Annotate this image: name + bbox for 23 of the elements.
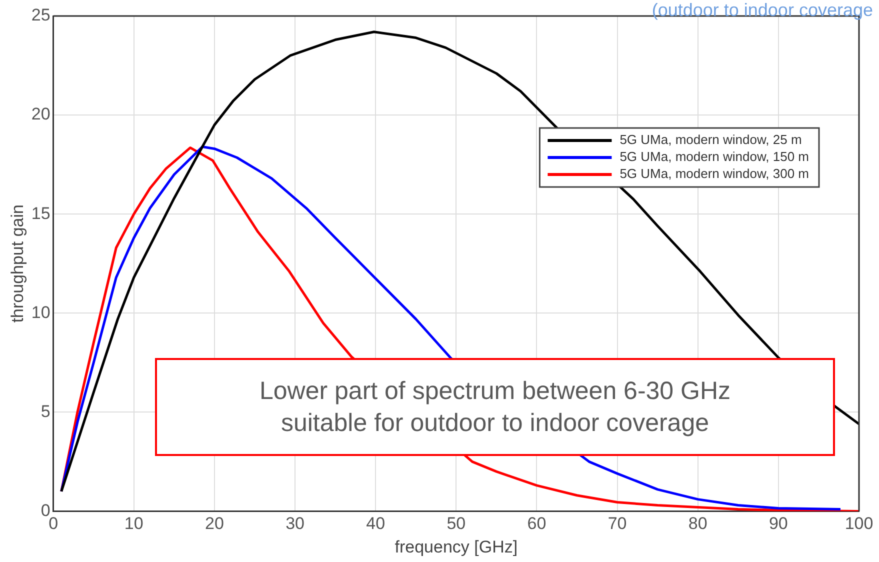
y-tick-label: 10 bbox=[31, 302, 50, 322]
legend-label: 5G UMa, modern window, 150 m bbox=[620, 149, 810, 164]
x-tick-label: 60 bbox=[527, 514, 546, 534]
y-tick-label: 5 bbox=[40, 402, 50, 421]
x-tick-label: 30 bbox=[286, 514, 304, 534]
annotation: (outdoor to indoor coverage bbox=[652, 0, 873, 21]
x-tick-label: 20 bbox=[204, 514, 224, 534]
x-tick-label: 80 bbox=[688, 514, 708, 534]
x-tick-label: 50 bbox=[446, 514, 466, 534]
x-tick-label: 100 bbox=[844, 514, 874, 534]
x-tick-label: 90 bbox=[768, 514, 788, 534]
x-tick-label: 40 bbox=[366, 514, 386, 534]
x-tick-label: 70 bbox=[608, 514, 627, 534]
x-tick-label: 10 bbox=[124, 514, 144, 534]
y-axis-title: throughput gain bbox=[8, 204, 27, 323]
y-tick-label: 25 bbox=[31, 6, 50, 25]
y-tick-label: 20 bbox=[31, 104, 50, 124]
y-tick-label: 15 bbox=[31, 204, 50, 223]
legend-label: 5G UMa, modern window, 300 m bbox=[620, 166, 810, 182]
y-tick-label: 0 bbox=[40, 500, 50, 520]
x-axis-title: frequency [GHz] bbox=[394, 537, 518, 556]
callout-box: Lower part of spectrum between 6-30 GHz suitable for outdoor to indoor coverage bbox=[155, 358, 835, 456]
legend-label: 5G UMa, modern window, 25 m bbox=[620, 132, 802, 148]
